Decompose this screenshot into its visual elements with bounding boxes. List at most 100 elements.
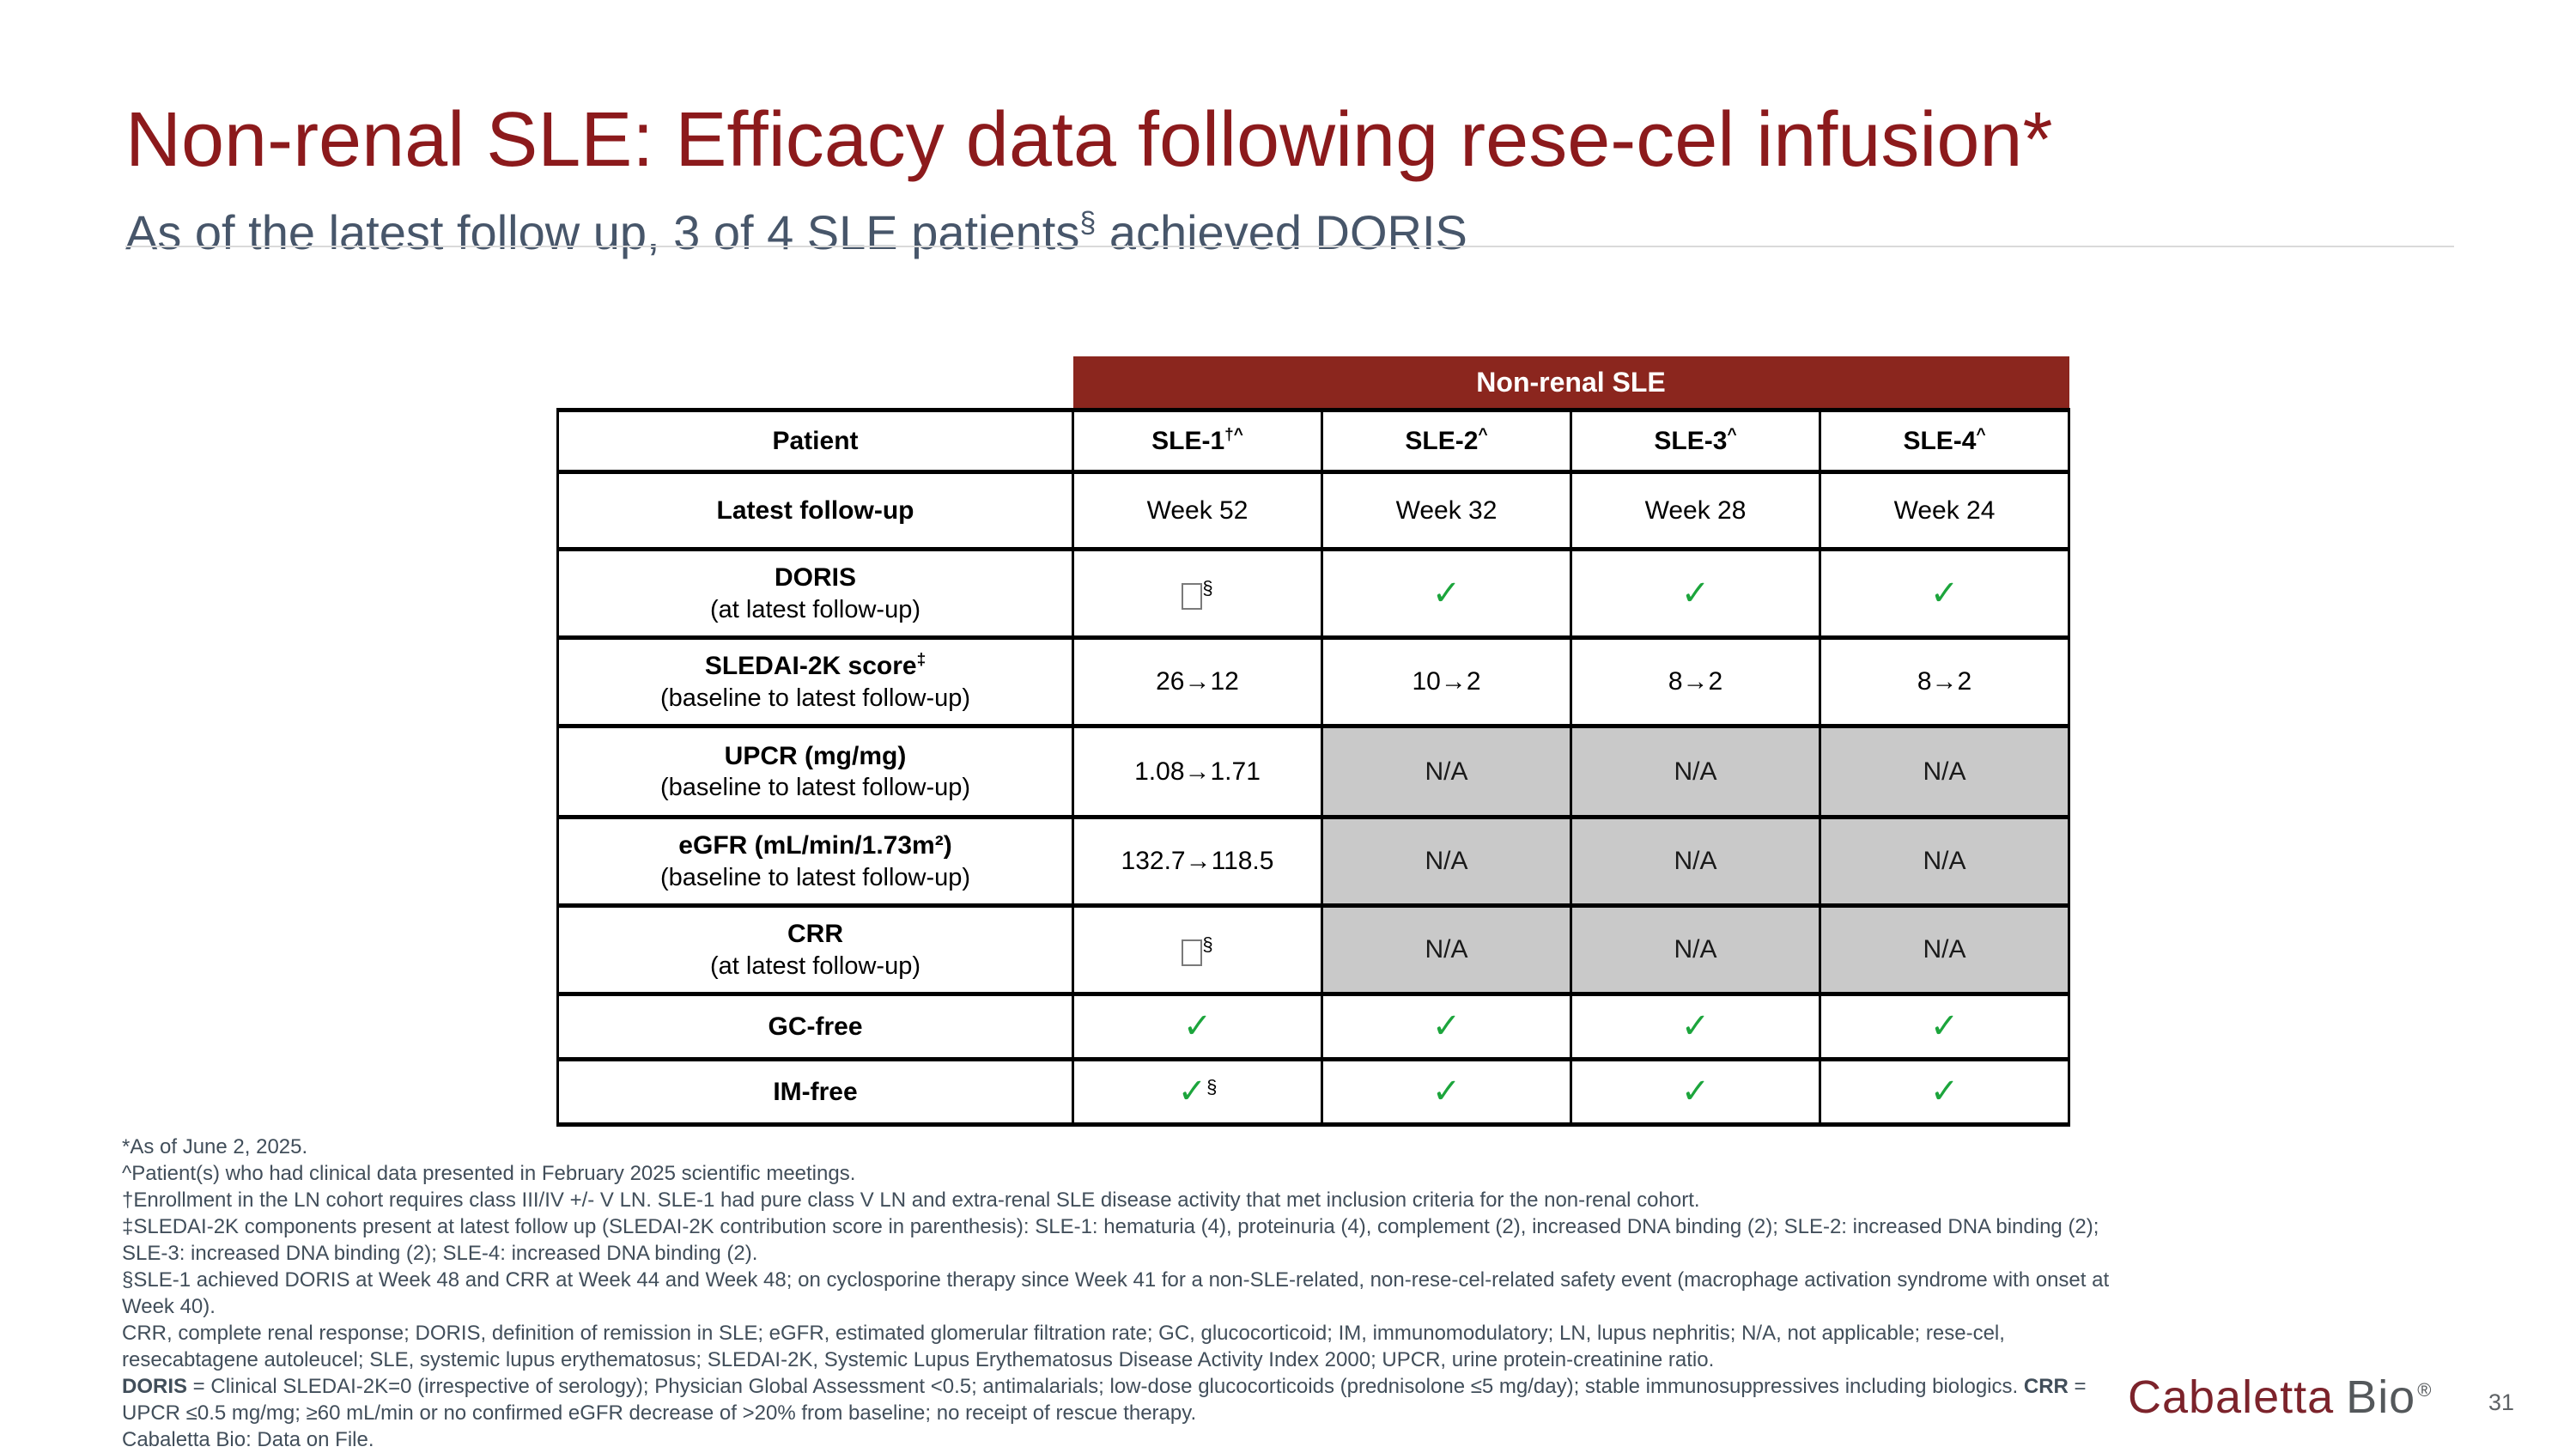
cell-footnote-marker: § <box>1202 576 1213 599</box>
row-label: SLEDAI-2K score <box>704 652 917 681</box>
cell-value: 26→12 <box>1156 667 1239 696</box>
table-row-sledai: SLEDAI-2K score‡ (baseline to latest foll… <box>556 635 2071 728</box>
table-row-im-free: IM-free ✓§ ✓ ✓ ✓ <box>556 1057 2071 1127</box>
row-label-doris: DORIS (at latest follow-up) <box>556 547 1074 640</box>
doris-definition-label: DORIS <box>122 1375 188 1398</box>
row-sublabel: (baseline to latest follow-up) <box>659 684 971 712</box>
cell-upcr-sle3: N/A <box>1570 724 1821 819</box>
cell-upcr-sle4: N/A <box>1818 724 2071 819</box>
check-icon: ✓ <box>1431 574 1461 612</box>
cell-value: N/A <box>1425 757 1468 786</box>
row-label: Latest follow-up <box>716 495 914 525</box>
check-icon: ✓ <box>1929 1073 1959 1110</box>
table-row-latest-followup: Latest follow-up Week 52 Week 32 Week 28… <box>556 470 2071 551</box>
row-sublabel: (at latest follow-up) <box>710 595 920 623</box>
row-label-sledai: SLEDAI-2K score‡ (baseline to latest foll… <box>556 635 1074 728</box>
table-row-gc-free: GC-free ✓ ✓ ✓ ✓ <box>556 992 2071 1061</box>
cell-latest-sle2: Week 32 <box>1321 470 1572 551</box>
footnote-dagger: †Enrollment in the LN cohort requires cl… <box>122 1189 1700 1212</box>
cell-value: Week 52 <box>1146 495 1249 525</box>
col-header-sle3: SLE-3^ <box>1570 408 1821 474</box>
subtitle-text-after: achieved DORIS <box>1096 205 1467 260</box>
footnote-asterisk: *As of June 2, 2025. <box>122 1135 308 1158</box>
slide-title: Non-renal SLE: Efficacy data following r… <box>125 97 2053 184</box>
efficacy-table-container: Non-renal SLE Patient SLE-1†^ SLE-2^ SLE… <box>556 356 2071 1127</box>
col-header-sup: ^ <box>1727 426 1737 444</box>
cell-sledai-sle4: 8→2 <box>1818 635 2071 728</box>
cell-sledai-sle3: 8→2 <box>1570 635 1821 728</box>
check-icon: ✓ <box>1431 1007 1461 1045</box>
cell-doris-sle1: § <box>1072 547 1323 640</box>
table-row-crr: CRR (at latest follow-up) § N/A N/A N/A <box>556 903 2071 996</box>
col-header-label: Patient <box>772 427 859 455</box>
row-label-sup: ‡ <box>916 651 927 670</box>
footnote-double-dagger: ‡SLEDAI-2K components present at latest … <box>122 1215 2099 1265</box>
row-label: IM-free <box>773 1077 858 1106</box>
cell-gc-sle3: ✓ <box>1570 992 1821 1061</box>
cell-value: N/A <box>1425 847 1468 875</box>
band-spacer <box>557 356 1073 410</box>
row-label-im-free: IM-free <box>556 1057 1074 1127</box>
col-header-label: SLE-1 <box>1151 427 1225 455</box>
check-icon: ✓ <box>1182 1007 1212 1045</box>
cell-value: 8→2 <box>1917 667 1972 696</box>
row-sublabel: (baseline to latest follow-up) <box>659 774 971 802</box>
cell-gc-sle2: ✓ <box>1321 992 1572 1061</box>
logo-bio-text: Bio <box>2346 1371 2416 1423</box>
check-icon: ✓ <box>1680 1073 1710 1110</box>
cell-doris-sle4: ✓ <box>1818 547 2071 640</box>
row-label: eGFR (mL/min/1.73m²) <box>678 831 952 860</box>
check-icon: ✓ <box>1929 1007 1959 1045</box>
cell-egfr-sle2: N/A <box>1321 815 1572 908</box>
cell-crr-sle4: N/A <box>1818 903 2071 996</box>
registered-trademark-icon: ® <box>2417 1379 2432 1401</box>
page-number: 31 <box>2488 1389 2515 1415</box>
row-label: UPCR (mg/mg) <box>724 741 907 770</box>
cell-crr-sle1: § <box>1072 903 1323 996</box>
col-header-label: SLE-2 <box>1405 427 1479 455</box>
row-label: GC-free <box>768 1012 863 1041</box>
crr-definition-label: CRR <box>2023 1375 2069 1398</box>
col-header-label: SLE-4 <box>1903 427 1977 455</box>
missing-glyph-box-icon <box>1182 939 1203 967</box>
cell-value: 1.08→1.71 <box>1134 757 1261 786</box>
cell-egfr-sle3: N/A <box>1570 815 1821 908</box>
cell-value: N/A <box>1923 935 1966 964</box>
check-icon: ✓ <box>1680 574 1710 612</box>
table-row-upcr: UPCR (mg/mg) (baseline to latest follow-u… <box>556 724 2071 819</box>
row-label-latest-followup: Latest follow-up <box>556 470 1074 551</box>
row-label: CRR <box>787 920 843 949</box>
missing-glyph-box-icon <box>1182 583 1203 611</box>
footnote-abbreviations: CRR, complete renal response; DORIS, def… <box>122 1322 2005 1371</box>
doris-definition-text: = Clinical SLEDAI-2K=0 (irrespective of … <box>187 1375 2024 1398</box>
table-row-doris: DORIS (at latest follow-up) § ✓ ✓ ✓ <box>556 547 2071 640</box>
cell-value: N/A <box>1425 935 1468 964</box>
slide-subtitle: As of the latest follow up, 3 of 4 SLE p… <box>125 204 1467 260</box>
cell-crr-sle3: N/A <box>1570 903 1821 996</box>
col-header-patient: Patient <box>556 408 1074 474</box>
row-label-crr: CRR (at latest follow-up) <box>556 903 1074 996</box>
cell-latest-sle4: Week 24 <box>1818 470 2071 551</box>
cell-footnote-marker: § <box>1202 933 1213 955</box>
footnote-section: §SLE-1 achieved DORIS at Week 48 and CRR… <box>122 1268 2110 1318</box>
row-label: DORIS <box>774 563 856 593</box>
header-divider <box>125 246 2454 247</box>
check-icon: ✓ <box>1431 1073 1461 1110</box>
cell-im-sle2: ✓ <box>1321 1057 1572 1127</box>
efficacy-table: Non-renal SLE Patient SLE-1†^ SLE-2^ SLE… <box>556 356 2071 1127</box>
cell-gc-sle1: ✓ <box>1072 992 1323 1061</box>
cell-doris-sle2: ✓ <box>1321 547 1572 640</box>
col-header-sle2: SLE-2^ <box>1321 408 1572 474</box>
cabaletta-bio-logo: Cabaletta Bio® <box>2128 1371 2431 1424</box>
cell-value: Week 28 <box>1644 495 1747 525</box>
column-header-row: Patient SLE-1†^ SLE-2^ SLE-3^ SLE-4 ^ <box>556 408 2071 474</box>
cell-value: 132.7→118.5 <box>1121 847 1274 875</box>
cell-upcr-sle2: N/A <box>1321 724 1572 819</box>
col-header-sle1: SLE-1†^ <box>1072 408 1323 474</box>
cell-value: N/A <box>1674 847 1717 875</box>
row-label-egfr: eGFR (mL/min/1.73m²) (baseline to latest … <box>556 815 1074 908</box>
row-sublabel: (at latest follow-up) <box>710 951 920 980</box>
check-icon: ✓ <box>1680 1007 1710 1045</box>
cell-upcr-sle1: 1.08→1.71 <box>1072 724 1323 819</box>
subtitle-footnote-marker: § <box>1079 206 1097 240</box>
